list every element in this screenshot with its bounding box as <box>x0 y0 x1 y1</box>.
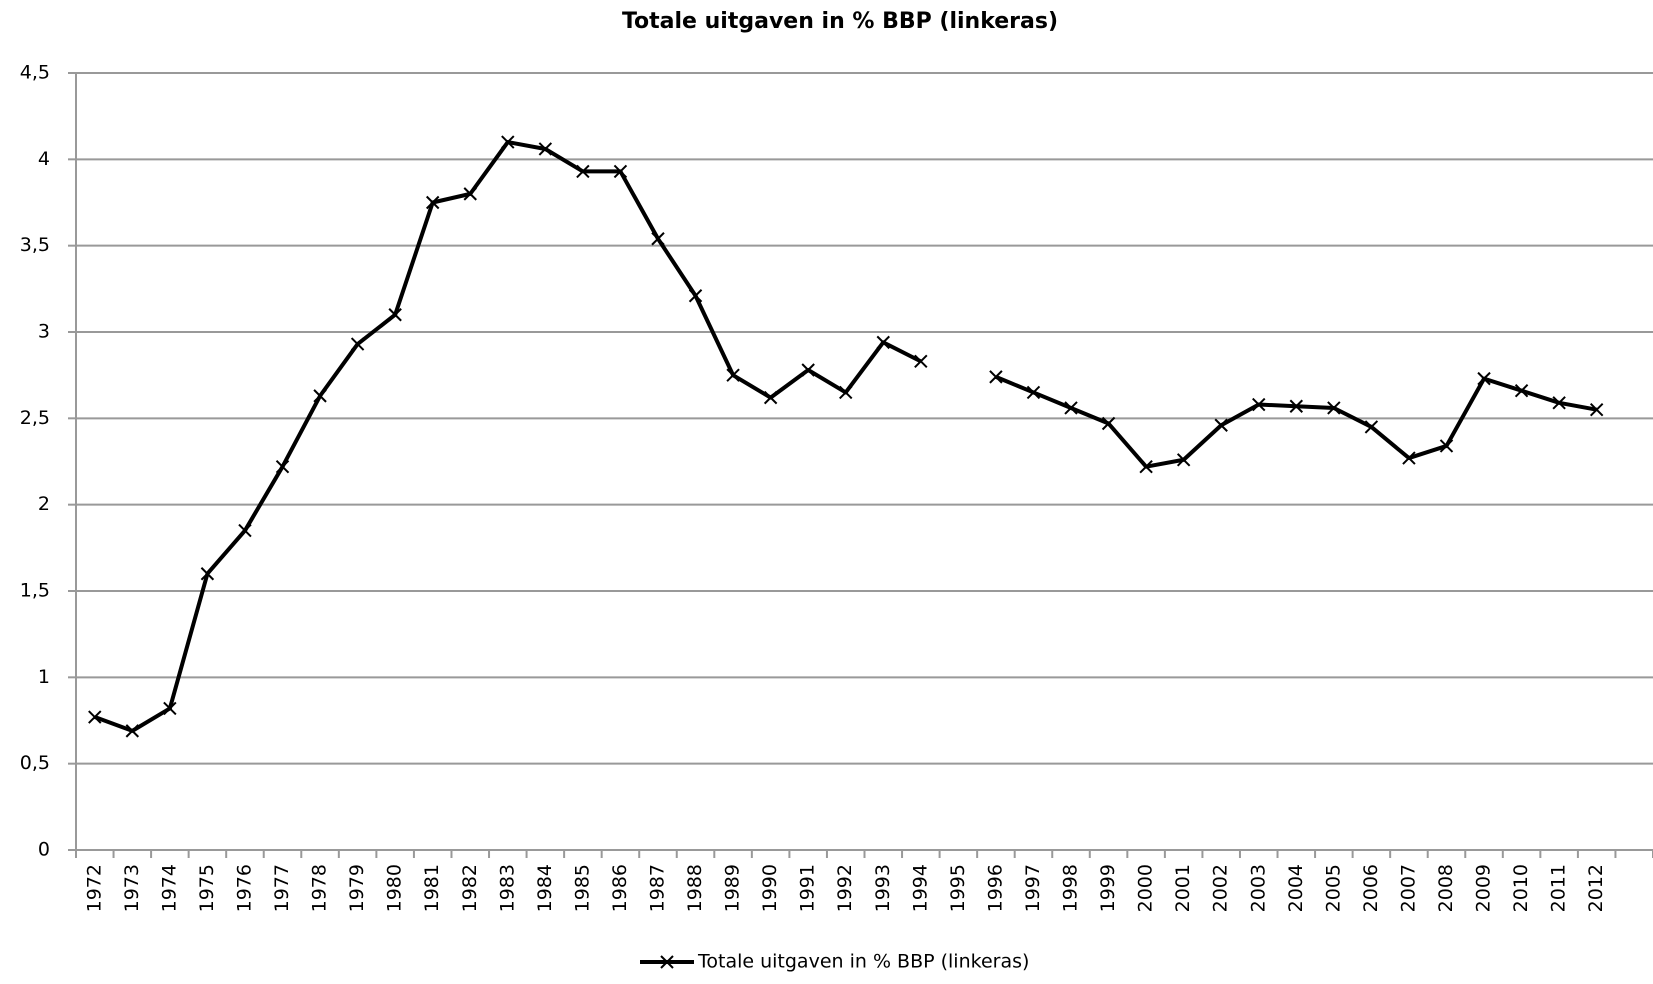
y-tick-label: 0,5 <box>20 752 50 774</box>
x-tick-label: 2011 <box>1548 864 1570 912</box>
marker <box>801 363 815 377</box>
marker <box>576 164 590 179</box>
x-tick-label: 1978 <box>309 864 331 912</box>
marker <box>350 337 365 351</box>
x-tick-label: 1998 <box>1060 864 1082 912</box>
marker <box>1402 451 1416 465</box>
y-tick-label: 3,5 <box>20 234 50 256</box>
legend-label: Totale uitgaven in % BBP (linkeras) <box>697 951 1029 973</box>
marker <box>1064 401 1078 415</box>
x-tick-label: 1975 <box>196 864 218 912</box>
x-tick-label: 2006 <box>1360 864 1382 912</box>
x-tick-label: 1981 <box>421 864 443 912</box>
x-tick-label: 2012 <box>1585 864 1607 912</box>
marker <box>1514 383 1529 398</box>
y-tick-label: 4 <box>38 148 50 170</box>
x-tick-label: 1980 <box>384 864 406 912</box>
marker <box>1439 439 1454 453</box>
x-tick-label: 1983 <box>496 864 518 912</box>
x-tick-label: 1989 <box>722 864 744 912</box>
x-tick-label: 1979 <box>346 864 368 912</box>
marker <box>501 135 515 149</box>
y-tick-label: 2,5 <box>20 407 50 429</box>
x-tick-label: 2009 <box>1473 864 1495 912</box>
y-tick-label: 2 <box>38 493 50 515</box>
x-tick-label: 1988 <box>684 864 706 912</box>
x-tick-label: 1976 <box>233 864 255 912</box>
y-tick-label: 4,5 <box>20 62 50 84</box>
marker <box>1327 401 1341 415</box>
y-tick-label: 1,5 <box>20 580 50 602</box>
marker <box>1289 399 1304 413</box>
x-tick-label: 2000 <box>1135 864 1157 912</box>
marker <box>839 385 853 400</box>
marker <box>989 370 1003 384</box>
marker <box>125 724 140 738</box>
marker <box>726 368 740 382</box>
x-tick-label: 2010 <box>1510 864 1532 912</box>
chart-title: Totale uitgaven in % BBP (linkeras) <box>622 9 1058 34</box>
x-tick-label: 1996 <box>984 864 1006 912</box>
x-tick-label: 1972 <box>83 864 105 912</box>
x-tick-label: 1986 <box>609 864 631 912</box>
x-tick-label: 1984 <box>534 864 556 912</box>
marker <box>763 390 778 405</box>
marker <box>1026 385 1041 400</box>
marker <box>651 232 665 246</box>
x-tick-label: 2008 <box>1435 864 1457 912</box>
marker <box>200 567 215 581</box>
marker <box>613 164 628 179</box>
marker <box>1214 418 1228 432</box>
x-tick-label: 1995 <box>947 864 969 912</box>
marker <box>876 335 890 350</box>
marker <box>1364 420 1379 434</box>
legend-marker <box>660 955 674 969</box>
y-tick-label: 3 <box>38 321 50 343</box>
marker <box>1139 459 1153 474</box>
marker <box>88 710 102 724</box>
x-tick-label: 1993 <box>872 864 894 912</box>
y-tick-label: 1 <box>38 666 50 688</box>
x-tick-label: 1973 <box>121 864 143 912</box>
marker <box>163 701 177 716</box>
x-tick-label: 2004 <box>1285 864 1307 912</box>
marker <box>463 187 477 201</box>
x-tick-label: 2001 <box>1172 864 1194 912</box>
marker <box>313 389 327 403</box>
marker <box>538 142 553 156</box>
marker <box>275 459 290 474</box>
x-tick-label: 1997 <box>1022 864 1044 912</box>
x-tick-label: 2003 <box>1247 864 1269 912</box>
x-tick-label: 1987 <box>646 864 668 912</box>
x-tick-label: 1991 <box>797 864 819 912</box>
marker <box>425 195 440 210</box>
x-tick-label: 1992 <box>834 864 856 912</box>
x-tick-label: 1985 <box>571 864 593 912</box>
x-tick-label: 1977 <box>271 864 293 912</box>
x-tick-label: 1999 <box>1097 864 1119 912</box>
marker <box>238 523 252 538</box>
marker <box>1589 402 1604 417</box>
marker <box>1252 397 1266 412</box>
marker <box>388 308 402 322</box>
marker <box>688 289 703 303</box>
marker <box>1552 396 1566 410</box>
line <box>94 140 1598 733</box>
x-tick-label: 2002 <box>1210 864 1232 912</box>
x-tick-label: 1974 <box>158 864 180 912</box>
marker <box>1101 416 1116 431</box>
marker <box>914 354 928 369</box>
x-tick-label: 1982 <box>459 864 481 912</box>
x-tick-label: 1994 <box>909 864 931 912</box>
x-tick-label: 2007 <box>1397 864 1419 912</box>
x-tick-label: 1990 <box>759 864 781 912</box>
y-tick-label: 0 <box>38 839 50 861</box>
marker <box>1477 371 1491 386</box>
marker <box>1176 453 1191 467</box>
x-tick-label: 2005 <box>1322 864 1344 912</box>
